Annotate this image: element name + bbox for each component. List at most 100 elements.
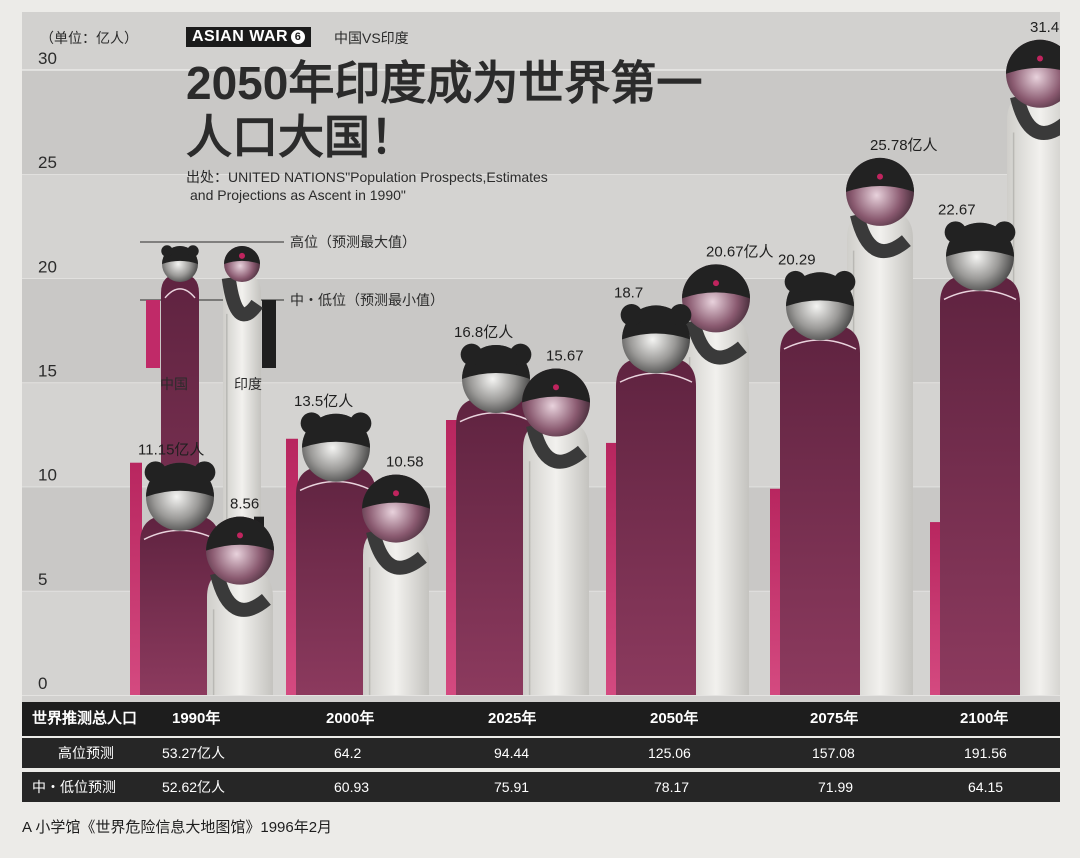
- china-value-label: 22.67: [938, 202, 976, 219]
- table-cell: 2025年: [488, 710, 537, 727]
- table-cell: 60.93: [334, 779, 370, 795]
- table-row-label: 高位预测: [58, 745, 114, 761]
- series-banner: ASIAN WAR 6: [186, 27, 312, 47]
- hair-bun-right: [187, 245, 199, 257]
- category-group-2: [446, 343, 590, 695]
- china-low-bar: [606, 442, 618, 695]
- unit-label: （单位：亿人）: [40, 30, 138, 46]
- sari-drape: [526, 423, 587, 469]
- table-row-label: 中・低位预测: [32, 779, 116, 795]
- figure-body: [940, 275, 1020, 695]
- y-tick-label: 0: [38, 674, 47, 693]
- china-value-label: 13.5亿人: [294, 393, 353, 410]
- hair-bun-left: [144, 461, 167, 484]
- y-tick-label: 30: [38, 49, 57, 68]
- source-note: 出处：UNITED NATIONS"Population Prospects,E…: [186, 168, 606, 204]
- india-value-label: 10.58: [386, 454, 424, 471]
- category-group-5: [930, 39, 1060, 695]
- table-cell: 191.56: [964, 745, 1007, 761]
- china-figure: [456, 343, 536, 695]
- india-value-label: 15.67: [546, 348, 584, 365]
- figure-body: [523, 421, 589, 695]
- india-value-label: 25.78亿人: [870, 137, 938, 154]
- china-low-bar: [446, 420, 458, 695]
- table-cell: 64.2: [334, 745, 362, 761]
- india-figure: [846, 157, 914, 695]
- bindi: [553, 384, 559, 391]
- value-labels: 11.15亿人 8.56 13.5亿人 10.58 16.8亿人 15.67 18.7 20.…: [138, 19, 1060, 513]
- hair-bun-left: [300, 412, 323, 435]
- y-axis: 0 5 10 15 20 25 30: [38, 49, 57, 693]
- sari-drape: [221, 276, 263, 322]
- table-row-label: 世界推测总人口: [32, 710, 138, 727]
- table-cell: 1990年: [172, 710, 221, 727]
- hair-bun-left: [944, 221, 967, 244]
- table-row-total: 世界推测总人口 1990年 2000年 2025年 2050年 2075年 21…: [22, 702, 1060, 736]
- india-figure: [206, 516, 274, 695]
- india-figure: [1006, 39, 1060, 695]
- y-tick-label: 25: [38, 153, 57, 172]
- table-cell: 2000年: [326, 710, 375, 727]
- sari-drape: [210, 571, 271, 617]
- bars: [130, 39, 1060, 695]
- china-value-label: 18.7: [614, 284, 643, 301]
- hair-bun-right: [193, 461, 216, 484]
- hair-bun-right: [349, 412, 372, 435]
- figure-hair: [1006, 39, 1060, 74]
- y-tick-label: 5: [38, 570, 47, 589]
- hair-bun-right: [509, 343, 532, 366]
- title-line-2: 人口大国！: [186, 111, 416, 163]
- bindi: [877, 173, 883, 180]
- legend-label: 中・低位（预测最小值）: [290, 292, 444, 308]
- sari-drape: [686, 319, 747, 365]
- china-value-label: 16.8亿人: [454, 324, 513, 341]
- china-figure: [780, 270, 860, 695]
- table-row-high: 高位预测 53.27亿人 64.2 94.44 125.06 157.08 19…: [22, 738, 1060, 768]
- y-tick-label: 20: [38, 257, 57, 276]
- sari-drape: [1010, 94, 1060, 140]
- series-banner-text: ASIAN WAR: [192, 28, 289, 45]
- china-value-label: 11.15亿人: [138, 442, 204, 459]
- source-line-1: 出处：UNITED NATIONS"Population Prospects,E…: [186, 169, 548, 185]
- table-cell: 75.91: [494, 779, 530, 795]
- figure-body: [296, 466, 376, 695]
- table-cell: 78.17: [654, 779, 690, 795]
- hair-bun-left: [620, 304, 643, 326]
- china-low-bar: [286, 438, 298, 695]
- figure-body: [1007, 92, 1060, 695]
- grid-band: [22, 70, 1060, 175]
- sari-drape: [850, 212, 911, 258]
- hair-bun-left: [784, 270, 807, 293]
- y-tick-label: 10: [38, 466, 57, 485]
- bindi: [239, 252, 245, 259]
- figure-body: [140, 515, 220, 695]
- china-figure: [296, 412, 376, 695]
- y-tick-label: 15: [38, 362, 57, 381]
- legend-china-bar: [146, 300, 160, 368]
- sari-drape: [366, 529, 427, 575]
- india-figure: [522, 368, 590, 695]
- figure-body: [456, 397, 536, 695]
- india-value-label: 31.45亿人: [1030, 19, 1060, 36]
- page-title: 2050年印度成为世界第一 人口大国！: [186, 56, 786, 164]
- china-low-bar: [130, 462, 142, 695]
- collar-line: [164, 288, 196, 299]
- table-cell: 71.99: [818, 779, 854, 795]
- table-cell: 53.27亿人: [162, 745, 226, 761]
- table-cell: 64.15: [968, 779, 1004, 795]
- hair-bun-left: [161, 245, 173, 257]
- title-line-1: 2050年印度成为世界第一: [186, 57, 703, 109]
- hair-bun-right: [993, 221, 1016, 244]
- category-group-4: [770, 157, 914, 695]
- china-figure: [140, 461, 220, 695]
- table-row-low: 中・低位预测 52.62亿人 60.93 75.91 78.17 71.99 6…: [22, 772, 1060, 802]
- legend-label: 中国: [160, 376, 188, 392]
- india-value-label: 20.67亿人: [706, 243, 774, 260]
- figure-body: [847, 210, 913, 695]
- table-cell: 52.62亿人: [162, 779, 226, 795]
- bindi: [713, 280, 719, 287]
- figure-body: [683, 317, 749, 695]
- table-cell: 125.06: [648, 745, 691, 761]
- china-low-bar: [770, 488, 782, 695]
